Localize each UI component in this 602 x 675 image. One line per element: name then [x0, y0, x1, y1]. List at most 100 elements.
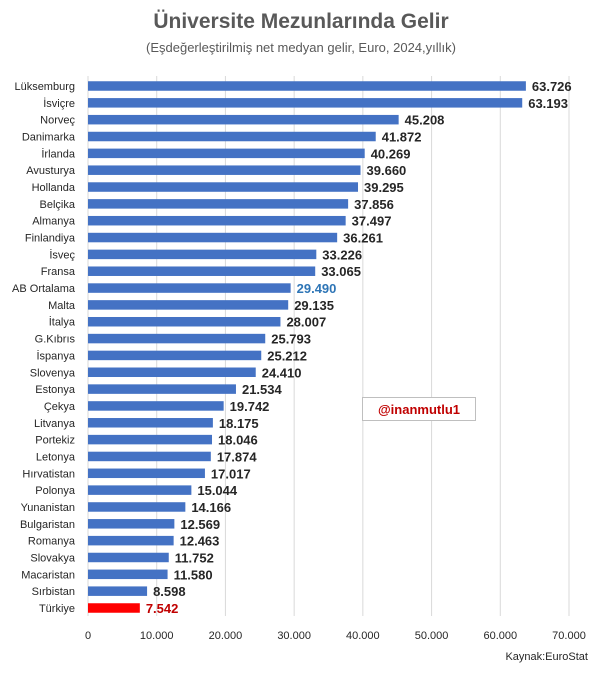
bar: [88, 81, 526, 91]
bar: [88, 569, 168, 580]
value-label: 36.261: [343, 231, 383, 246]
category-label: Estonya: [35, 384, 76, 396]
value-label: 17.874: [217, 449, 258, 464]
bar: [88, 485, 192, 495]
value-label: 33.226: [322, 247, 362, 262]
bar: [88, 300, 289, 310]
category-label: Avusturya: [26, 165, 76, 177]
value-label: 29.135: [294, 298, 334, 313]
bars: [88, 81, 526, 613]
category-label: İsviçre: [43, 97, 75, 110]
value-label: 41.872: [382, 130, 422, 145]
category-label: Romanya: [28, 536, 76, 548]
value-label: 17.017: [211, 466, 251, 481]
category-label: Portekiz: [35, 435, 75, 447]
value-label: 11.580: [174, 567, 213, 582]
value-label: 33.065: [321, 264, 361, 279]
category-label: Yunanistan: [21, 502, 75, 514]
bar: [88, 283, 291, 293]
source-note: Kaynak:EuroStat: [505, 651, 588, 663]
value-label: 24.410: [262, 365, 302, 380]
bar: [88, 165, 361, 175]
bar: [88, 182, 359, 192]
value-label: 25.212: [267, 348, 307, 363]
bar: [88, 114, 399, 125]
category-label: Macaristan: [21, 569, 75, 581]
chart-title: Üniversite Mezunlarında Gelir: [153, 10, 449, 33]
category-label: Çekya: [44, 401, 76, 413]
value-label: 37.497: [352, 214, 392, 229]
x-tick-label: 10.000: [140, 630, 174, 642]
category-label: İspanya: [36, 349, 75, 362]
bar: [88, 215, 346, 226]
x-tick-label: 40.000: [346, 630, 380, 642]
bar: [88, 350, 262, 361]
value-label: 12.463: [180, 534, 220, 549]
value-label: 8.598: [153, 584, 186, 599]
bar: [88, 535, 174, 546]
bar: [88, 502, 186, 512]
x-tick-label: 30.000: [277, 630, 311, 642]
x-tick-label: 20.000: [209, 630, 243, 642]
bar: [88, 232, 338, 243]
bar: [88, 468, 205, 479]
value-label: 19.742: [230, 399, 270, 414]
bar: [88, 384, 236, 394]
category-label: İsveç: [49, 248, 75, 261]
value-label: 25.793: [271, 332, 311, 347]
value-label: 63.193: [528, 96, 568, 111]
chart-subtitle: (Eşdeğerleştirilmiş net medyan gelir, Eu…: [146, 40, 456, 55]
category-label: G.Kıbrıs: [35, 334, 76, 346]
category-label: Hırvatistan: [22, 468, 75, 480]
value-label: 40.269: [371, 146, 411, 161]
category-label: Almanya: [32, 216, 76, 228]
value-label: 29.490: [297, 281, 337, 296]
value-label: 18.046: [218, 433, 258, 448]
labels: Lüksemburg 63.726 İsviçre 63.193 Norveç 45.20…: [12, 79, 572, 616]
category-label: Slovenya: [30, 367, 76, 379]
category-label: Letonya: [36, 451, 76, 463]
value-label: 11.752: [175, 550, 214, 565]
bar: [88, 131, 376, 142]
value-label: 39.660: [367, 163, 407, 178]
category-label: Sırbistan: [32, 586, 75, 598]
x-tick-label: 50.000: [415, 630, 449, 642]
bar: [88, 519, 175, 529]
bar: [88, 603, 140, 613]
watermark-handle: @inanmutlu1: [362, 397, 476, 421]
category-label: Bulgaristan: [20, 519, 75, 531]
value-label: 18.175: [219, 416, 259, 431]
category-label: AB Ortalama: [12, 283, 76, 295]
category-label: İtalya: [49, 316, 76, 329]
bar: [88, 401, 224, 411]
x-tick-label: 60.000: [483, 630, 517, 642]
bar: [88, 249, 317, 260]
bar: [88, 316, 281, 327]
category-label: Danimarka: [22, 132, 76, 144]
category-label: Lüksemburg: [14, 81, 75, 93]
bar: [88, 552, 169, 563]
x-tick-label: 0: [85, 630, 91, 642]
value-label: 45.208: [405, 113, 445, 128]
value-label: 21.534: [242, 382, 283, 397]
value-label: 15.044: [197, 483, 238, 498]
value-label: 14.166: [191, 500, 231, 515]
value-label: 28.007: [286, 315, 326, 330]
bar: [88, 451, 211, 462]
bar: [88, 586, 148, 596]
value-label: 12.569: [180, 517, 220, 532]
x-axis: 0 10.000 20.000 30.000 40.000 50.000 60.000 70.…: [85, 630, 586, 642]
bar: [88, 98, 523, 108]
value-label: 39.295: [364, 180, 404, 195]
category-label: Slovakya: [30, 552, 76, 564]
bar: [88, 266, 316, 276]
category-label: Malta: [48, 300, 76, 312]
value-label: 37.856: [354, 197, 394, 212]
category-label: Finlandiya: [25, 233, 76, 245]
bar: [88, 199, 349, 209]
category-label: Norveç: [40, 115, 75, 127]
category-label: Hollanda: [32, 182, 76, 194]
value-label: 7.542: [146, 601, 179, 616]
value-label: 63.726: [532, 79, 572, 94]
